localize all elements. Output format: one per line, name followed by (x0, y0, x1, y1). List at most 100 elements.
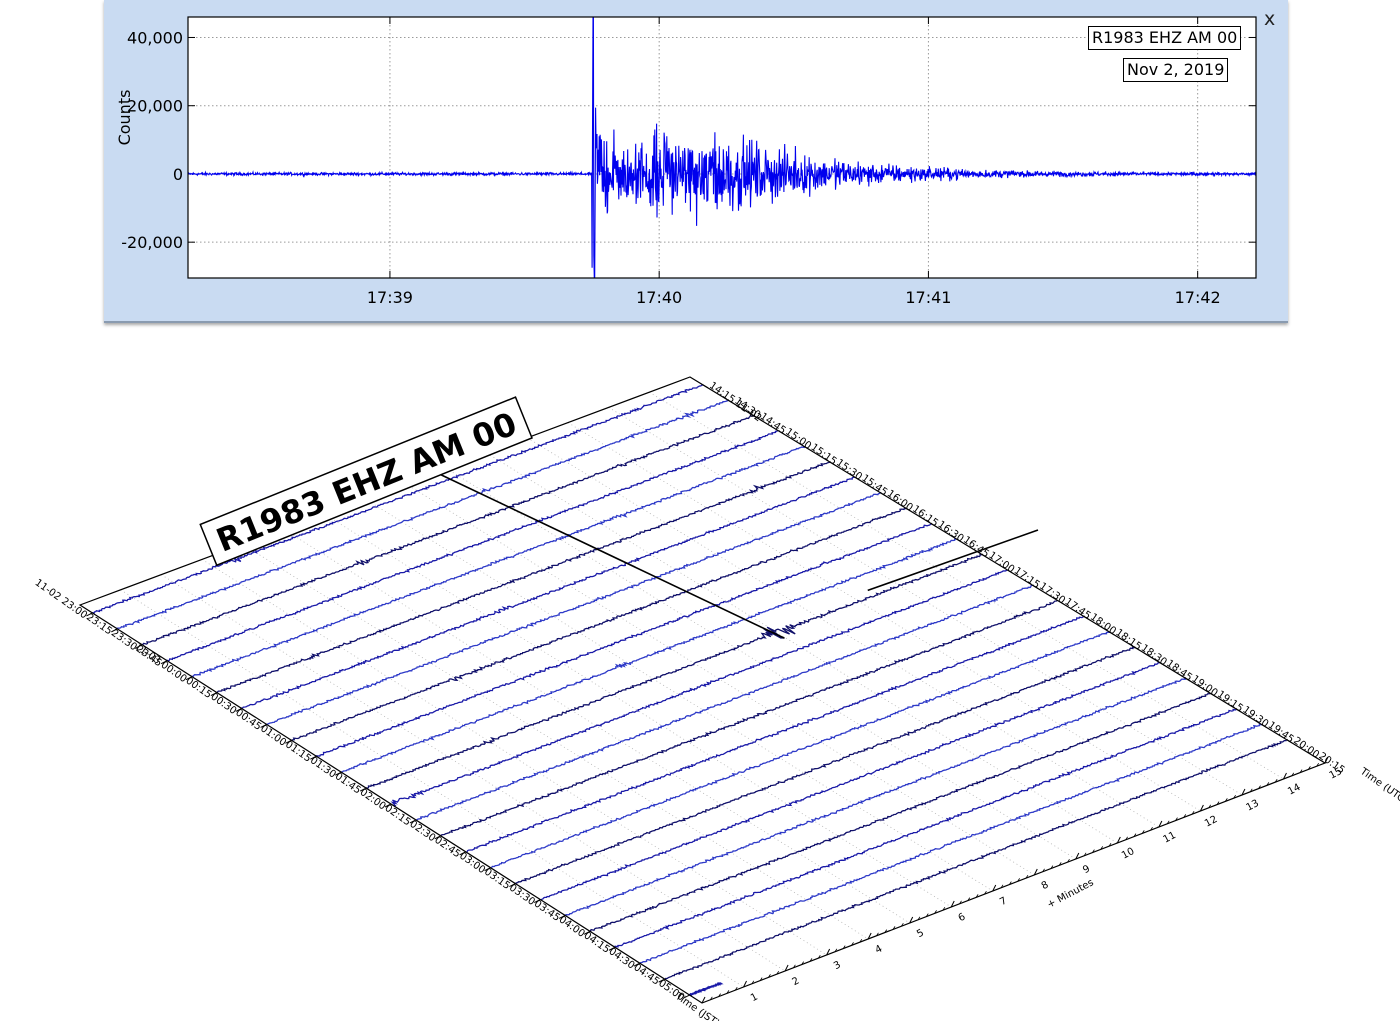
left-row-tick (310, 755, 317, 760)
y-axis-label: Counts (115, 90, 134, 146)
minute-tick-label: 8 (1040, 879, 1051, 892)
helicorder-trace (564, 677, 1187, 916)
minute-tick-label: 11 (1161, 830, 1177, 846)
inset-chart: 40,000 20,000 0 -20,000 17:39 17:40 17:41 17:42… (115, 16, 1257, 307)
x-tick-label: 17:40 (636, 288, 682, 307)
plot-frame (187, 16, 1257, 279)
helicorder-trace (315, 523, 932, 757)
helicorder-trace (490, 631, 1110, 869)
left-row-tick (210, 692, 218, 697)
left-row-tick (484, 867, 491, 872)
helicorder-trace (191, 445, 806, 677)
minute-tick-label: 15 (1328, 766, 1344, 782)
callout-line-left (411, 460, 785, 639)
helicorder-trace (141, 415, 755, 646)
y-tick-label: -20,000 (121, 233, 183, 252)
left-row-tick (608, 946, 616, 951)
helicorder-sheet (10, 345, 1385, 1021)
helicorder-trace (614, 708, 1237, 948)
minute-tick (992, 884, 997, 892)
helicorder-trace (240, 476, 855, 709)
left-row-tick (160, 660, 168, 665)
close-icon[interactable]: x (1264, 8, 1276, 30)
y-tick-label: 40,000 (127, 28, 183, 47)
minute-tick-label: 3 (832, 959, 843, 972)
helicorder-trace (589, 692, 1211, 933)
minute-tick-label: 14 (1286, 782, 1302, 798)
helicorder-trace (540, 662, 1160, 901)
x-tick-label: 17:42 (1175, 288, 1221, 307)
minute-tick-label: 13 (1245, 798, 1261, 814)
minute-tick-label: 5 (915, 927, 926, 940)
minute-tick (1075, 852, 1080, 860)
left-row-tick (534, 899, 541, 903)
left-row-tick (409, 819, 417, 824)
minute-tick (950, 900, 955, 908)
minute-tick-label: 2 (790, 975, 801, 988)
minute-gridline (242, 543, 869, 940)
minute-tick (1283, 772, 1287, 780)
minute-tick (909, 916, 914, 924)
left-row-tick (633, 962, 641, 967)
minute-tick (701, 996, 706, 1004)
right-axis-label: Time (UTC) (1357, 766, 1400, 807)
minute-tick (826, 948, 831, 956)
minute-tick-label: 7 (998, 895, 1009, 908)
minute-tick (1116, 836, 1121, 844)
left-row-tick (86, 612, 93, 617)
left-row-tick (384, 803, 392, 808)
helicorder-trace (216, 461, 831, 694)
left-row-tick (583, 930, 591, 935)
helicorder-trace (340, 538, 957, 773)
callout-line-right (867, 529, 1039, 592)
left-row-tick (683, 994, 690, 999)
left-row-tick (359, 787, 367, 792)
y-tick-label: 20,000 (127, 97, 183, 116)
minute-tick (1324, 756, 1329, 764)
minute-tick-label: 4 (874, 943, 885, 956)
helicorder-trace (515, 646, 1136, 885)
minute-tick-label: 12 (1203, 814, 1219, 830)
station-label-box (199, 396, 533, 567)
helicorder-trace (291, 507, 907, 741)
date-label: Nov 2, 2019 (1123, 58, 1229, 82)
helicorder-trace (440, 599, 1058, 837)
minute-tick (743, 980, 747, 988)
left-row-tick (285, 739, 292, 744)
left-row-tick (459, 851, 466, 856)
x-tick-label: 17:39 (367, 288, 413, 307)
helicorder-trace (365, 553, 983, 789)
helicorder-trace (166, 429, 779, 662)
seismogram-trace (187, 16, 1257, 279)
left-row-tick (658, 978, 665, 983)
minute-tick (1033, 868, 1038, 876)
left-row-tick (434, 835, 441, 840)
left-row-tick (111, 628, 118, 633)
minute-tick-label: 10 (1120, 846, 1136, 862)
helicorder-trace (266, 492, 881, 726)
helicorder-trace (91, 384, 704, 614)
minute-tick (867, 932, 872, 940)
helicorder-trace (688, 982, 724, 997)
left-row-tick (509, 883, 516, 888)
left-row-tick (260, 723, 267, 728)
inset-panel: 40,000 20,000 0 -20,000 17:39 17:40 17:41 17:42… (104, 0, 1288, 323)
plot-area (188, 17, 1256, 278)
left-row-tick (235, 708, 242, 712)
helicorder-trace (390, 569, 1008, 807)
minute-gridline (323, 513, 952, 908)
minute-gridline (283, 528, 910, 924)
left-row-tick (135, 644, 143, 649)
y-tick-label: 0 (173, 165, 183, 184)
minute-tick-label: 9 (1081, 863, 1092, 876)
minute-gridline (201, 559, 827, 956)
minutes-axis-label: + Minutes (1045, 877, 1095, 911)
minute-tick-label: 1 (749, 991, 760, 1004)
helicorder-trace (639, 723, 1263, 964)
minute-tick (1158, 820, 1163, 828)
minute-tick (784, 964, 789, 972)
x-tick-label: 17:41 (905, 288, 951, 307)
left-row-tick (558, 914, 566, 919)
left-row-tick (335, 771, 342, 776)
